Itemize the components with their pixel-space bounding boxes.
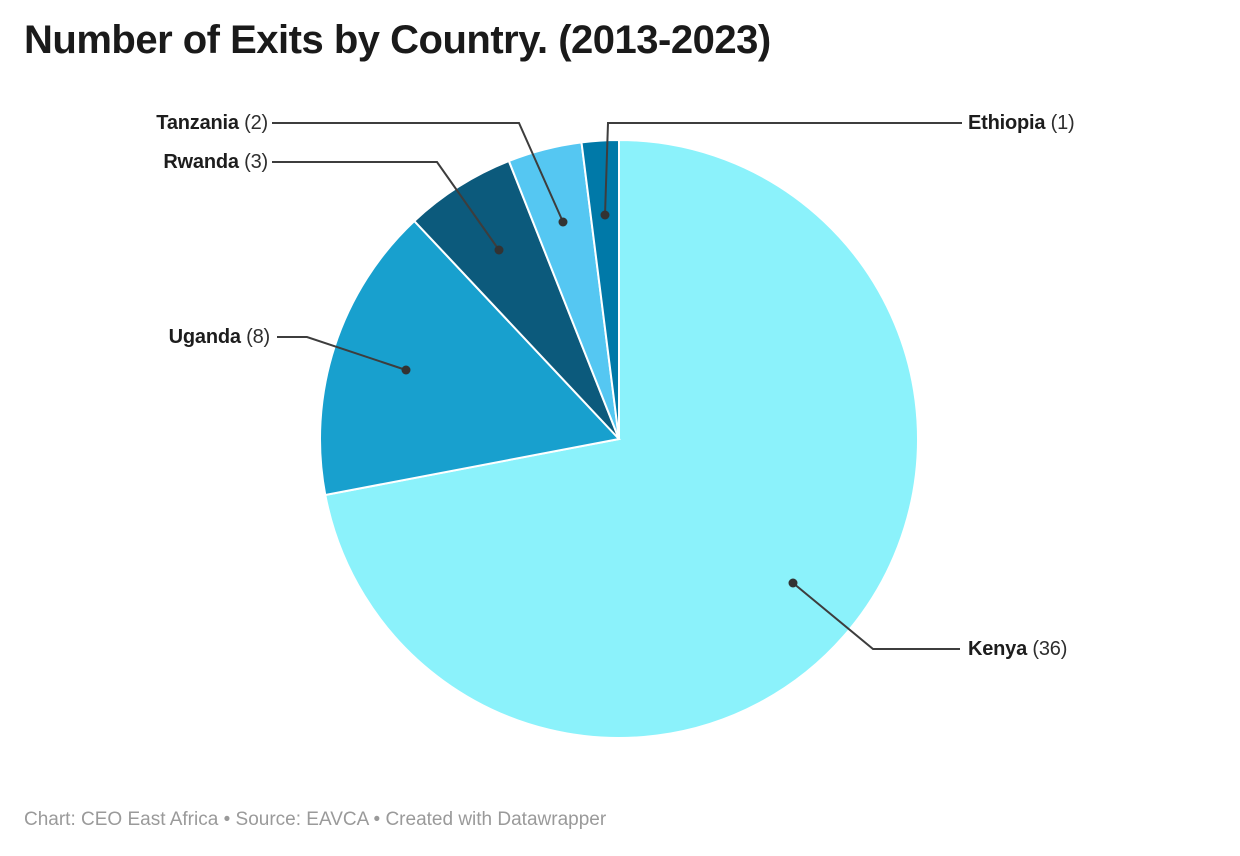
chart-footer: Chart: CEO East Africa • Source: EAVCA •… [24, 808, 606, 832]
slice-label-tanzania-name: Tanzania [156, 112, 239, 134]
leader-dot-kenya [788, 578, 798, 588]
slice-label-rwanda-name: Rwanda [163, 151, 239, 173]
slice-label-uganda-count: (8) [246, 326, 270, 348]
leader-line-uganda [277, 336, 407, 371]
slice-label-uganda: Uganda (8) [168, 325, 271, 349]
leader-dot-tanzania [558, 217, 568, 227]
leader-line-tanzania [272, 122, 564, 223]
footer-tool: Created with Datawrapper [385, 809, 607, 830]
slice-label-tanzania: Tanzania (2) [156, 111, 268, 135]
slice-label-kenya: Kenya (36) [968, 637, 1067, 661]
leader-dot-rwanda [494, 245, 504, 255]
slice-label-kenya-count: (36) [1032, 638, 1068, 660]
leader-line-rwanda [272, 161, 500, 251]
slice-label-kenya-name: Kenya [968, 638, 1028, 660]
slice-label-rwanda: Rwanda (3) [163, 150, 268, 174]
footer-credit: Chart: CEO East Africa [24, 809, 219, 830]
leader-dot-ethiopia [600, 210, 610, 220]
slice-label-uganda-name: Uganda [168, 326, 241, 348]
footer-separator: • [223, 809, 231, 830]
footer-source: Source: EAVCA [235, 809, 369, 830]
slice-label-ethiopia-count: (1) [1050, 112, 1075, 134]
chart-title: Number of Exits by Country. (2013-2023) [24, 18, 771, 62]
slice-label-tanzania-count: (2) [244, 112, 268, 134]
slice-label-rwanda-count: (3) [244, 151, 268, 173]
leader-line-ethiopia [604, 122, 962, 216]
leader-line-kenya [792, 582, 960, 650]
footer-separator: • [373, 809, 381, 830]
leader-dot-uganda [401, 365, 411, 375]
pie-slice-ethiopia[interactable] [580, 138, 620, 440]
slice-label-ethiopia-name: Ethiopia [968, 112, 1046, 134]
slice-label-ethiopia: Ethiopia (1) [968, 111, 1075, 135]
